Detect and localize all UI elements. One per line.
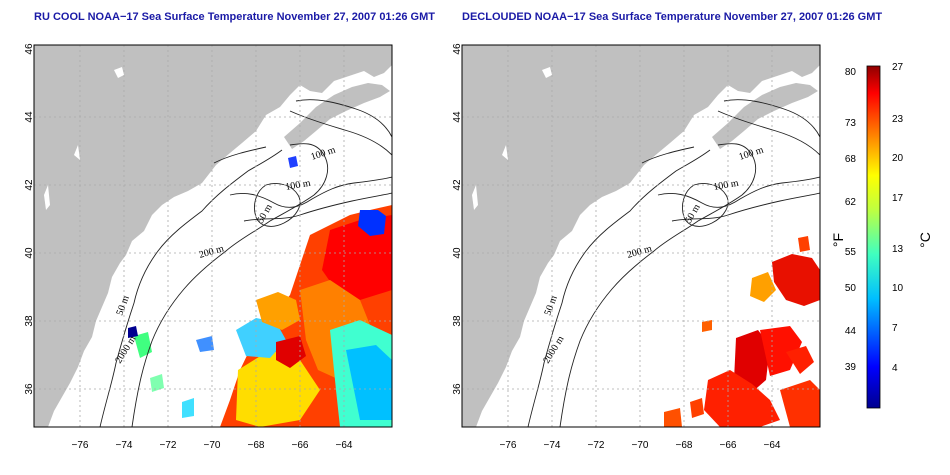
colorbar-f-tick: 80 (845, 67, 857, 78)
colorbar-c-tick: 23 (892, 114, 904, 125)
map-panel-right: DECLOUDED NOAA−17 Sea Surface Temperatur… (452, 11, 882, 451)
x-tick-label: −72 (588, 440, 605, 451)
map-frame-left (33, 44, 393, 428)
y-tick-label: 42 (24, 179, 35, 191)
x-tick-label: −76 (500, 440, 517, 451)
x-tick-label: −76 (72, 440, 89, 451)
x-axis-left: −76 −74 −72 −70 −68 −66 −64 (72, 440, 353, 451)
x-tick-label: −64 (336, 440, 353, 451)
map-frame-right (461, 44, 821, 428)
x-tick-label: −68 (248, 440, 265, 451)
colorbar-f-tick: 62 (845, 197, 857, 208)
y-axis-right: 46 44 42 40 38 36 (452, 43, 463, 395)
x-tick-label: −68 (676, 440, 693, 451)
map-title-left: RU COOL NOAA−17 Sea Surface Temperature … (34, 11, 435, 23)
y-tick-label: 38 (452, 315, 463, 327)
y-tick-label: 36 (452, 383, 463, 395)
colorbar-c-tick: 4 (892, 363, 898, 374)
colorbar-c-tick: 7 (892, 323, 898, 334)
y-axis-left: 46 44 42 40 38 36 (24, 43, 35, 395)
y-tick-label: 46 (452, 43, 463, 55)
x-axis-right: −76 −74 −72 −70 −68 −66 −64 (500, 440, 781, 451)
colorbar-gradient (866, 65, 881, 409)
y-tick-label: 44 (24, 111, 35, 123)
colorbar-c-tick: 20 (892, 153, 904, 164)
x-tick-label: −74 (116, 440, 133, 451)
sst-data-left (128, 156, 392, 427)
contour-label: 100 m (285, 178, 312, 193)
colorbar-f-tick: 73 (845, 118, 857, 129)
y-tick-label: 36 (24, 383, 35, 395)
y-tick-label: 40 (452, 247, 463, 259)
colorbar-f-tick: 55 (845, 247, 857, 258)
contour-label: 100 m (713, 178, 740, 193)
y-tick-label: 44 (452, 111, 463, 123)
y-tick-label: 46 (24, 43, 35, 55)
x-tick-label: −72 (160, 440, 177, 451)
x-tick-label: −64 (764, 440, 781, 451)
x-tick-label: −70 (632, 440, 649, 451)
colorbar-f-tick: 44 (845, 326, 857, 337)
colorbar-f-tick: 39 (845, 362, 857, 373)
map-title-right: DECLOUDED NOAA−17 Sea Surface Temperatur… (462, 11, 882, 23)
colorbar: 80 73 68 62 55 50 44 39 27 23 20 17 13 1… (830, 62, 933, 409)
colorbar-f-tick: 50 (845, 283, 857, 294)
colorbar-f-tick: 68 (845, 154, 857, 165)
y-tick-label: 42 (452, 179, 463, 191)
colorbar-f-ticks: 80 73 68 62 55 50 44 39 (845, 67, 857, 373)
x-tick-label: −74 (544, 440, 561, 451)
colorbar-c-tick: 13 (892, 244, 904, 255)
colorbar-c-tick: 17 (892, 193, 904, 204)
colorbar-unit-f: °F (830, 233, 846, 247)
colorbar-c-tick: 27 (892, 62, 904, 73)
grid-lines-left (34, 45, 392, 427)
y-tick-label: 38 (24, 315, 35, 327)
colorbar-c-tick: 10 (892, 283, 904, 294)
y-tick-label: 40 (24, 247, 35, 259)
map-panel-left: RU COOL NOAA−17 Sea Surface Temperature … (24, 11, 435, 451)
x-tick-label: −66 (292, 440, 309, 451)
sst-data-right (664, 236, 820, 427)
x-tick-label: −66 (720, 440, 737, 451)
grid-lines-right (462, 45, 820, 427)
colorbar-unit-c: °C (917, 232, 933, 248)
x-tick-label: −70 (204, 440, 221, 451)
colorbar-c-ticks: 27 23 20 17 13 10 7 4 (892, 62, 904, 374)
